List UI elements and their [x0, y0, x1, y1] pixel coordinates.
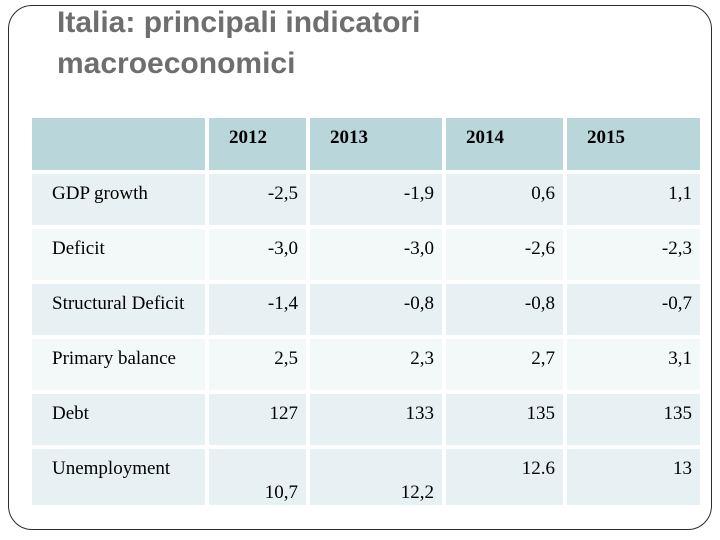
value-cell: 2,5 [209, 339, 306, 390]
macro-indicators-table: 2012 2013 2014 2015 GDP growth -2,5 -1,9 0,6 1,… [28, 114, 704, 509]
value-cell: -2,6 [446, 229, 563, 280]
value-cell: 133 [310, 394, 442, 445]
value-cell: 12.6 [446, 449, 563, 505]
corner-header-cell [32, 118, 205, 170]
value-cell: -0,8 [310, 284, 442, 335]
value-cell: 135 [446, 394, 563, 445]
table-body: GDP growth -2,5 -1,9 0,6 1,1 Deficit -3,0 -3,0-… [32, 174, 700, 505]
row-label: Debt [32, 394, 205, 445]
table-row: Debt 127 133 135 135 [32, 394, 700, 445]
table-row: GDP growth -2,5 -1,9 0,6 1,1 [32, 174, 700, 225]
value-cell: 10,7 [209, 449, 306, 505]
year-column-header: 2015 [567, 118, 700, 170]
value-cell: -1,9 [310, 174, 442, 225]
value-cell: 12,2 [310, 449, 442, 505]
value-cell: -0,8 [446, 284, 563, 335]
year-column-header: 2012 [209, 118, 306, 170]
row-label: Unemployment [32, 449, 205, 505]
year-column-header: 2013 [310, 118, 442, 170]
value-cell: 1,1 [567, 174, 700, 225]
value-cell: 13 [567, 449, 700, 505]
table-row: Structural Deficit -1,4 -0,8 -0,8 -0,7 [32, 284, 700, 335]
value-cell: -3,0 [209, 229, 306, 280]
value-cell: 0,6 [446, 174, 563, 225]
row-label: GDP growth [32, 174, 205, 225]
value-cell: 127 [209, 394, 306, 445]
value-cell: 135 [567, 394, 700, 445]
row-label: Structural Deficit [32, 284, 205, 335]
year-column-header: 2014 [446, 118, 563, 170]
table-row: Primary balance 2,5 2,3 2,7 3,1 [32, 339, 700, 390]
slide-title-line1: Italia: principali indicatori [57, 6, 421, 39]
table-row: Deficit -3,0 -3,0 -2,6 -2,3 [32, 229, 700, 280]
value-cell: -1,4 [209, 284, 306, 335]
value-cell: 3,1 [567, 339, 700, 390]
value-cell: -0,7 [567, 284, 700, 335]
table-row: Unemployment 10,7 12,2 12.6 13 [32, 449, 700, 505]
value-cell: 2,3 [310, 339, 442, 390]
row-label: Deficit [32, 229, 205, 280]
value-cell: -2,3 [567, 229, 700, 280]
value-cell: -3,0 [310, 229, 442, 280]
value-cell: 2,7 [446, 339, 563, 390]
value-cell: -2,5 [209, 174, 306, 225]
table-header-row: 2012 2013 2014 2015 [32, 118, 700, 170]
slide-title: Italia: principali indicatori macroecono… [57, 2, 420, 84]
slide-title-line2: macroeconomici [57, 47, 296, 80]
row-label: Primary balance [32, 339, 205, 390]
